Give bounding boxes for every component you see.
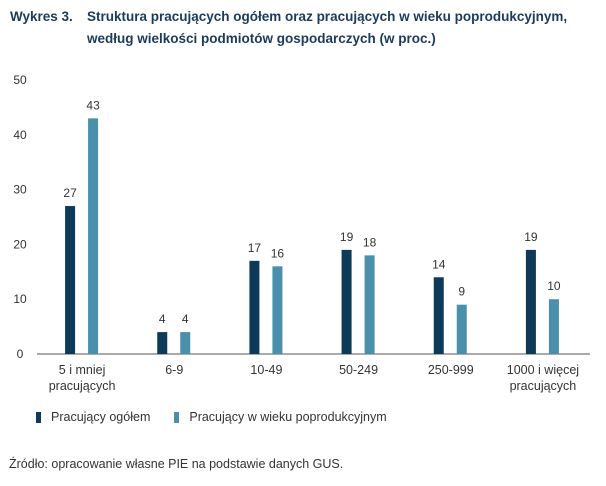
legend-label-total: Pracujący ogółem bbox=[51, 410, 151, 424]
bar-retirement bbox=[88, 118, 99, 354]
bar-retirement bbox=[364, 255, 375, 354]
y-tick-label: 20 bbox=[13, 237, 27, 251]
chart-number: Wykres 3. bbox=[10, 9, 73, 24]
data-label: 17 bbox=[248, 241, 262, 255]
x-tick-label: pracujących bbox=[510, 379, 577, 393]
data-label: 9 bbox=[458, 285, 465, 299]
data-label: 27 bbox=[63, 186, 77, 200]
x-tick-label: 250-999 bbox=[428, 363, 474, 377]
bar-total bbox=[525, 249, 536, 354]
y-tick-label: 50 bbox=[13, 73, 27, 87]
legend-item-total: Pracujący ogółem bbox=[36, 410, 150, 424]
legend: Pracujący ogółem Pracujący w wieku popro… bbox=[36, 410, 387, 424]
bar-total bbox=[433, 277, 444, 354]
data-label: 19 bbox=[524, 230, 538, 244]
bar-retirement bbox=[272, 266, 283, 354]
bar-total bbox=[65, 206, 76, 354]
bar-retirement bbox=[180, 332, 191, 354]
source-note: Źródło: opracowanie własne PIE na podsta… bbox=[9, 457, 344, 471]
x-tick-label: pracujących bbox=[49, 379, 116, 393]
y-tick-label: 30 bbox=[13, 183, 27, 197]
bar-retirement bbox=[548, 299, 559, 354]
x-tick-label: 10-49 bbox=[250, 363, 282, 377]
x-tick-label: 1000 i więcej bbox=[507, 363, 579, 377]
data-label: 43 bbox=[86, 98, 100, 112]
bar-chart: 0 10 20 30 40 50 27 43 5 i mniej pracujących 4 4 6-9… bbox=[13, 73, 590, 393]
bar-total bbox=[341, 249, 352, 354]
data-label: 10 bbox=[547, 279, 561, 293]
x-tick-label: 5 i mniej bbox=[59, 363, 106, 377]
data-label: 14 bbox=[432, 257, 446, 271]
chart-title-text: Struktura pracujących ogółem oraz pracuj… bbox=[87, 9, 568, 46]
data-label: 4 bbox=[182, 312, 189, 326]
data-label: 18 bbox=[363, 235, 377, 249]
x-tick-label: 50-249 bbox=[339, 363, 378, 377]
legend-swatch-retirement bbox=[174, 411, 180, 423]
data-label: 19 bbox=[340, 230, 354, 244]
y-tick-label: 40 bbox=[13, 128, 27, 142]
y-tick-label: 0 bbox=[17, 347, 24, 361]
data-label: 4 bbox=[159, 312, 166, 326]
legend-label-retirement: Pracujący w wieku poprodukcyjnym bbox=[189, 410, 387, 424]
bar-total bbox=[249, 260, 260, 354]
legend-swatch-total bbox=[36, 411, 41, 423]
bar-retirement bbox=[456, 304, 467, 354]
x-tick-label: 6-9 bbox=[165, 363, 183, 377]
data-label: 16 bbox=[271, 246, 285, 260]
legend-item-retirement: Pracujący w wieku poprodukcyjnym bbox=[174, 410, 387, 424]
bar-total bbox=[157, 332, 168, 354]
y-tick-label: 10 bbox=[13, 292, 27, 306]
